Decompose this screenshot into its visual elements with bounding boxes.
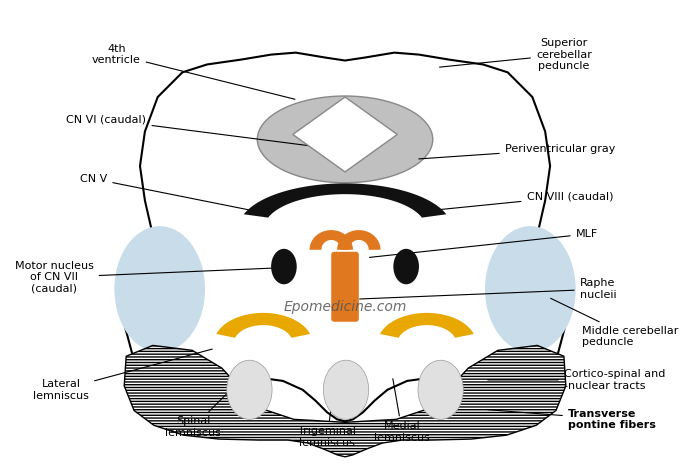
Text: Medial
lemniscus: Medial lemniscus: [374, 379, 430, 443]
Ellipse shape: [258, 96, 433, 183]
Ellipse shape: [418, 360, 463, 419]
Polygon shape: [309, 230, 353, 250]
Text: Epomedicine.com: Epomedicine.com: [284, 300, 407, 314]
Text: CN V: CN V: [80, 174, 248, 210]
Ellipse shape: [114, 226, 205, 352]
Text: CN VIII (caudal): CN VIII (caudal): [435, 192, 613, 210]
Ellipse shape: [323, 360, 369, 419]
Polygon shape: [244, 183, 447, 218]
Text: Periventricular gray: Periventricular gray: [419, 144, 615, 159]
FancyBboxPatch shape: [331, 252, 359, 322]
Text: Cortico-spinal and
-nuclear tracts: Cortico-spinal and -nuclear tracts: [488, 369, 665, 391]
Text: 4th
ventricle: 4th ventricle: [92, 44, 295, 99]
Polygon shape: [124, 53, 566, 422]
Ellipse shape: [393, 249, 419, 284]
Polygon shape: [337, 230, 381, 250]
Ellipse shape: [485, 226, 575, 352]
Text: Trigeminal
lemniscus: Trigeminal lemniscus: [298, 379, 356, 448]
Ellipse shape: [271, 249, 297, 284]
Text: CN VI (caudal): CN VI (caudal): [66, 114, 311, 146]
Text: Transverse
pontine fibers: Transverse pontine fibers: [488, 408, 656, 430]
Polygon shape: [293, 97, 398, 172]
Polygon shape: [380, 313, 474, 338]
Text: Superior
cerebellar
peduncle: Superior cerebellar peduncle: [440, 38, 592, 71]
Polygon shape: [216, 313, 310, 338]
Text: Raphe
nucleii: Raphe nucleii: [360, 278, 616, 300]
Text: MLF: MLF: [370, 229, 598, 257]
Text: Spinal
lemniscus: Spinal lemniscus: [165, 368, 253, 438]
Polygon shape: [124, 345, 566, 457]
Ellipse shape: [227, 360, 272, 419]
Text: Lateral
lemniscus: Lateral lemniscus: [33, 349, 212, 400]
Text: Middle cerebellar
peduncle: Middle cerebellar peduncle: [551, 298, 678, 347]
Text: Motor nucleus
of CN VII
(caudal): Motor nucleus of CN VII (caudal): [15, 261, 283, 294]
